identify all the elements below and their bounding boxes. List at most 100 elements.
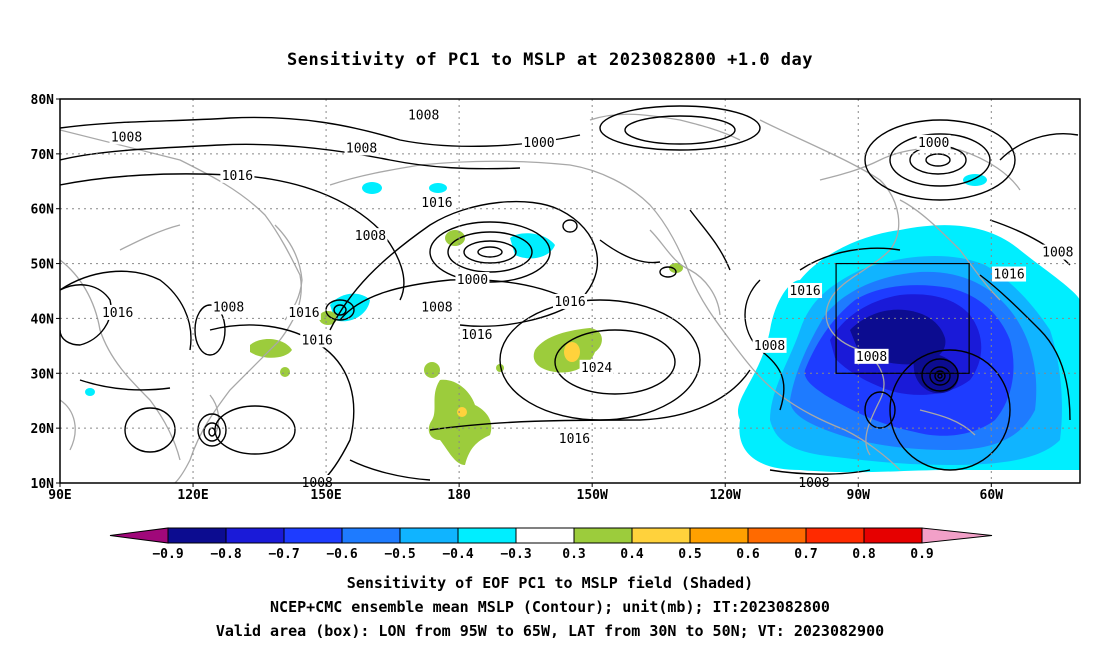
colorbar-segment <box>515 527 575 544</box>
colorbar-label: −0.5 <box>384 547 415 562</box>
contour-label-bg <box>916 134 951 150</box>
lon-tick-label: 120E <box>177 488 208 503</box>
colorbar-arrow-left <box>109 527 169 544</box>
lat-tick-label: 50N <box>31 258 55 273</box>
contour-label: 1016 <box>559 432 590 447</box>
lon-tick-label: 150W <box>577 488 608 503</box>
lat-tick-label: 70N <box>31 148 55 163</box>
colorbar-arrow-right <box>921 527 993 544</box>
colorbar-segment <box>399 527 459 544</box>
contour-label: 1008 <box>1042 246 1073 261</box>
plot-frame <box>59 98 1081 484</box>
colorbar-label: 0.6 <box>736 547 760 562</box>
contour-label-bg <box>1040 244 1075 260</box>
contour-label-bg <box>553 293 587 309</box>
lat-tick-label: 30N <box>31 367 55 382</box>
colorbar-label: 0.9 <box>910 547 933 562</box>
colorbar-segment <box>457 527 517 544</box>
contour-label: 1016 <box>993 268 1024 283</box>
lon-tick-label: 90E <box>48 488 71 503</box>
lat-tick-label: 10N <box>31 477 55 492</box>
colorbar-label: −0.9 <box>152 547 183 562</box>
contour-label-bg <box>211 299 246 315</box>
mslp-contours <box>60 105 1079 483</box>
contour-label: 1008 <box>856 350 887 365</box>
contour-label: 1016 <box>461 328 492 343</box>
contour-label: 1008 <box>213 300 244 315</box>
colorbar-label: 0.7 <box>794 547 817 562</box>
valid-area-box <box>835 262 970 374</box>
contour-label: 1016 <box>222 169 253 184</box>
colorbar-segment <box>631 527 691 544</box>
colorbar-label: 0.5 <box>678 547 701 562</box>
colorbar-label: −0.8 <box>210 547 241 562</box>
colorbar-segment <box>863 527 923 544</box>
contour-label: 1008 <box>421 300 452 315</box>
contour-label-bg <box>344 140 379 156</box>
colorbar-label: −0.6 <box>326 547 357 562</box>
lon-tick-label: 180 <box>447 488 471 503</box>
contour-label: 1008 <box>754 339 785 354</box>
contour-label-bg <box>419 195 454 211</box>
contour-label: 1016 <box>302 333 333 348</box>
contour-label-bg <box>406 107 441 123</box>
contour-label-bg <box>854 348 889 364</box>
contour-label: 1016 <box>288 306 319 321</box>
contour-label: 1000 <box>523 136 554 151</box>
contour-label: 1024 <box>581 361 612 376</box>
lon-tick-label: 90W <box>847 488 871 503</box>
contour-label-bg <box>521 134 556 150</box>
lon-tick-label: 120W <box>710 488 741 503</box>
lat-tick-label: 60N <box>31 203 55 218</box>
colorbar-segment <box>747 527 807 544</box>
contour-label: 1008 <box>346 141 377 156</box>
caption-contour: NCEP+CMC ensemble mean MSLP (Contour); u… <box>270 598 830 616</box>
lon-tick-label: 60W <box>980 488 1004 503</box>
contour-label-bg <box>419 299 454 315</box>
colorbar-label: 0.8 <box>852 547 876 562</box>
contour-label: 1000 <box>457 273 488 288</box>
colorbar-segment <box>805 527 865 544</box>
contour-label-bg <box>752 337 787 353</box>
colorbar-segment <box>167 527 227 544</box>
map-title: Sensitivity of PC1 to MSLP at 2023082800… <box>286 50 813 70</box>
lat-tick-label: 20N <box>31 422 55 437</box>
contour-label-bg <box>100 304 135 320</box>
contour-label-bg <box>992 266 1027 282</box>
contour-label: 1016 <box>789 284 820 299</box>
caption-shading: Sensitivity of EOF PC1 to MSLP field (Sh… <box>346 574 754 592</box>
contour-label: 1000 <box>918 136 949 151</box>
colorbar-label: 0.4 <box>620 547 644 562</box>
contour-label: 1008 <box>111 130 142 145</box>
sensitivity-shading <box>85 174 1080 473</box>
contour-label-bg <box>557 431 592 447</box>
grid-lines <box>60 99 1080 483</box>
colorbar-segment <box>341 527 401 544</box>
contour-label-bg <box>455 272 490 288</box>
contour-label-bg <box>788 283 823 298</box>
contour-label: 1016 <box>102 306 133 321</box>
colorbar-label: 0.3 <box>562 547 585 562</box>
colorbar-label: −0.7 <box>268 547 299 562</box>
contour-label: 1016 <box>554 295 585 310</box>
lat-tick-label: 40N <box>31 312 55 327</box>
contour-label: 1016 <box>421 196 452 211</box>
lat-tick-label: 80N <box>31 93 55 108</box>
longitude-axis: 90E 120E 150E 180 150W 120W 90W 60W <box>48 483 1003 503</box>
colorbar-segment <box>689 527 749 544</box>
contour-label-bg <box>109 129 144 145</box>
contour-label-bg <box>459 326 494 342</box>
contour-label-bg <box>300 332 335 348</box>
colorbar-label: −0.3 <box>500 547 531 562</box>
contour-label: 1008 <box>355 229 386 244</box>
colorbar-label: −0.4 <box>442 547 473 562</box>
contour-label-bg <box>579 359 614 375</box>
caption-valid-area: Valid area (box): LON from 95W to 65W, L… <box>215 622 885 640</box>
contour-label: 1008 <box>408 108 439 123</box>
contour-label-bg <box>220 167 255 183</box>
lon-tick-label: 150E <box>310 488 341 503</box>
contour-label-bg <box>353 228 388 244</box>
colorbar-segment <box>225 527 285 544</box>
colorbar: −0.9 −0.8 −0.7 −0.6 −0.5 −0.4 −0.3 0.3 0.4 0.5 0.6… <box>109 527 993 562</box>
